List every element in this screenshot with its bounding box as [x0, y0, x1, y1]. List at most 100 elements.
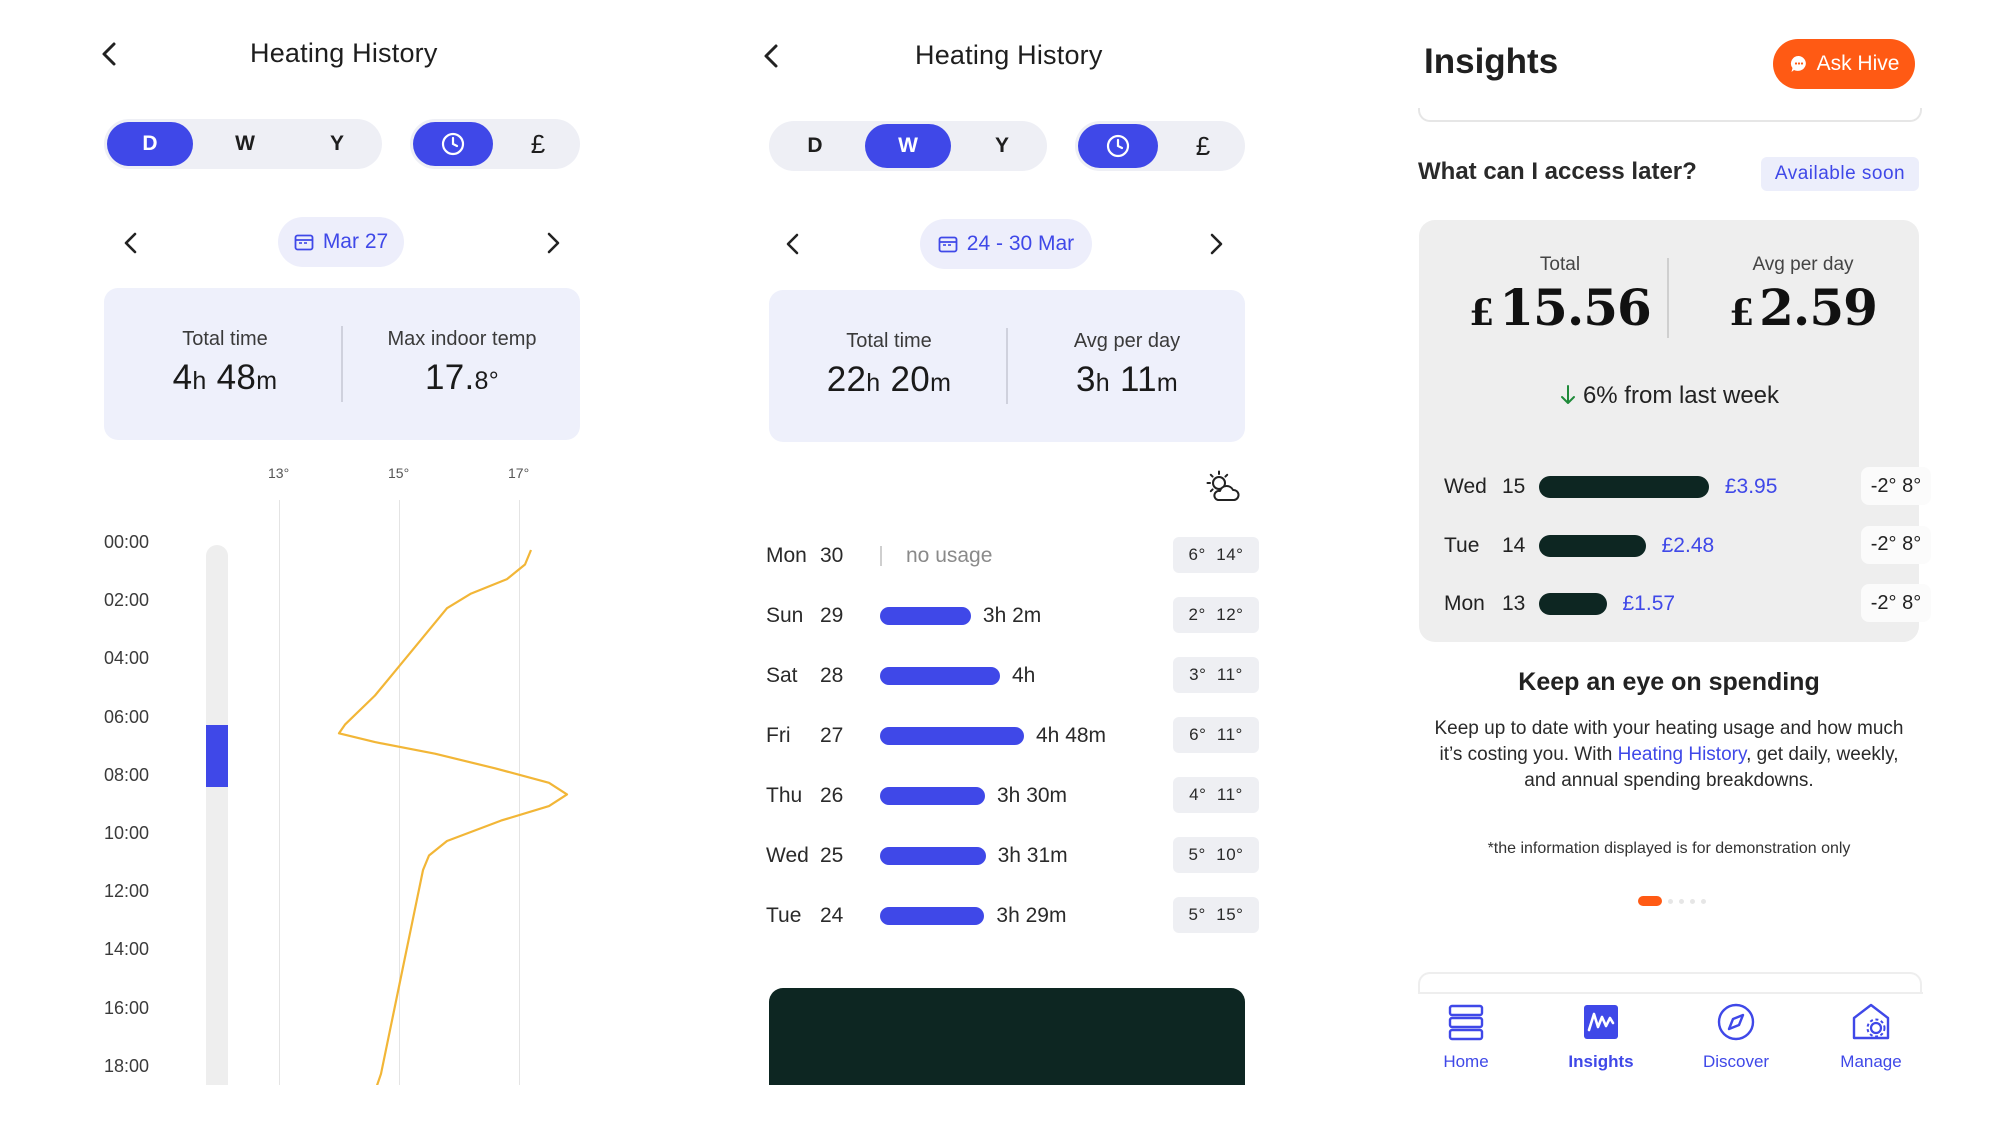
outdoor-temp-chip: 6° 11°: [1173, 717, 1259, 753]
usage-label: 3h 31m: [997, 844, 1068, 867]
temp-high: 12°: [1216, 605, 1244, 624]
tab-year[interactable]: Y: [994, 134, 1009, 157]
insights-chart-icon: [1584, 1005, 1618, 1039]
temp-high: 10°: [1216, 845, 1244, 864]
cost-row: Tue 14 £2.48 -2° 8°: [1444, 525, 1931, 565]
outdoor-temp-chip: 3° 11°: [1173, 657, 1259, 693]
time-label: 18:00: [104, 1055, 150, 1076]
spending-description: Keep up to date with your heating usage …: [1434, 718, 1904, 791]
outdoor-temp-chip: 6° 14°: [1173, 537, 1259, 573]
avg-per-day-label: Avg per day: [1073, 330, 1181, 352]
tab-year[interactable]: Y: [329, 132, 344, 155]
date-picker-chip[interactable]: Mar 27: [278, 217, 404, 267]
day-date: 29: [820, 604, 844, 627]
spending-heading: Keep an eye on spending: [1518, 668, 1820, 696]
compass-icon: [1717, 1003, 1755, 1041]
tab-week[interactable]: W: [865, 124, 951, 168]
prev-week-chevron-icon[interactable]: [778, 229, 808, 259]
available-soon-badge: Available soon: [1761, 157, 1919, 191]
page-title: Insights: [1424, 42, 1559, 81]
usage-label: 4h 48m: [1036, 724, 1107, 747]
day-date: 24: [820, 904, 844, 927]
daily-history-panel: Heating History D W Y £ Mar 27 Total tim…: [0, 0, 666, 1125]
day-row[interactable]: Thu 26 3h 30m 4° 11°: [766, 775, 1286, 815]
day-row[interactable]: Mon 30 no usage 6° 14°: [766, 535, 1286, 575]
currency-unit-button[interactable]: £: [530, 128, 546, 159]
usage-bar: [880, 907, 985, 925]
temp-low: 6°: [1189, 725, 1207, 744]
usage-bar: [880, 727, 1024, 745]
usage-label: 3h 29m: [996, 904, 1067, 927]
grid-line-17: [519, 500, 520, 1085]
nav-discover[interactable]: Discover: [1676, 1000, 1796, 1072]
date-label: 24 - 30 Mar: [966, 232, 1075, 255]
cost-row: Wed 15 £3.95 -2° 8°: [1444, 466, 1931, 506]
heating-on-block: [206, 725, 228, 787]
day-name: Thu: [766, 784, 803, 807]
chat-bubble-icon: [1790, 55, 1806, 72]
day-row[interactable]: Wed 25 3h 31m 5° 10°: [766, 835, 1286, 875]
day-name: Tue: [766, 904, 802, 927]
usage-label: 3h 2m: [982, 604, 1042, 627]
tab-day[interactable]: D: [807, 134, 823, 157]
prev-date-chevron-icon[interactable]: [116, 228, 146, 258]
day-name: Mon: [766, 544, 807, 567]
day-date: 25: [820, 844, 844, 867]
next-date-chevron-icon[interactable]: [538, 228, 568, 258]
date-picker-chip[interactable]: 24 - 30 Mar: [920, 219, 1092, 269]
day-date: 28: [820, 664, 844, 687]
back-arrow-icon[interactable]: [92, 36, 128, 72]
indoor-temp-line: [337, 549, 569, 1085]
outdoor-temp-chip: 2° 12°: [1173, 597, 1259, 633]
carousel-dot[interactable]: [1701, 899, 1706, 904]
temp-low: 6°: [1188, 545, 1206, 564]
period-selector: D W Y: [104, 119, 382, 169]
page-title: Heating History: [915, 40, 1103, 70]
tab-week[interactable]: W: [235, 132, 255, 155]
nav-manage[interactable]: Manage: [1811, 1000, 1931, 1072]
page-title: Heating History: [250, 38, 438, 68]
currency-unit-button[interactable]: £: [1195, 130, 1211, 161]
unit-selector: £: [1075, 121, 1245, 171]
temp-tick-17: 17°: [508, 465, 530, 481]
total-cost-value: £15.56: [1469, 278, 1652, 337]
ask-hive-button[interactable]: Ask Hive: [1773, 39, 1915, 89]
stats-divider: [1006, 328, 1008, 404]
heating-history-link[interactable]: Heating History: [1617, 744, 1747, 765]
day-row[interactable]: Sat 28 4h 3° 11°: [766, 655, 1286, 695]
cost-divider: [1667, 258, 1669, 338]
spending-preview-card: Total £15.56 Avg per day £2.59 6% from l…: [1419, 220, 1931, 642]
home-stack-icon: [1448, 1004, 1484, 1041]
total-time-label: Total time: [182, 328, 268, 350]
temp-high: 11°: [1216, 665, 1243, 684]
period-selector: D W Y: [769, 121, 1047, 171]
usage-bar: [880, 667, 1000, 685]
stats-card: Total time 22h 20m Avg per day 3h 11m: [769, 290, 1245, 442]
total-label: Total: [1539, 254, 1581, 275]
day-row[interactable]: Fri 27 4h 48m 6° 11°: [766, 715, 1286, 755]
time-label: 02:00: [104, 590, 150, 611]
time-unit-button[interactable]: [1078, 124, 1158, 168]
carousel-dot[interactable]: [1679, 899, 1684, 904]
nav-home[interactable]: Home: [1406, 1000, 1526, 1072]
back-arrow-icon[interactable]: [754, 38, 790, 74]
heating-timeline-track: [206, 545, 228, 1085]
carousel-dot[interactable]: [1668, 899, 1673, 904]
next-week-chevron-icon[interactable]: [1201, 229, 1231, 259]
carousel-dot-active[interactable]: [1638, 896, 1662, 906]
stats-card: Total time 4h 48m Max indoor temp 17.8°: [104, 288, 580, 440]
time-label: 16:00: [104, 997, 150, 1018]
day-name: Wed: [1444, 475, 1487, 498]
time-unit-button[interactable]: [413, 122, 493, 166]
nav-insights[interactable]: Insights: [1541, 1000, 1661, 1072]
no-usage-marker: [880, 546, 882, 566]
cost-bar: [1539, 476, 1709, 498]
day-row[interactable]: Sun 29 3h 2m 2° 12°: [766, 595, 1286, 635]
clock-icon: [1106, 134, 1130, 158]
carousel-indicator[interactable]: [1638, 896, 1738, 906]
cost-label: £3.95: [1724, 475, 1778, 498]
carousel-dot[interactable]: [1690, 899, 1695, 904]
tab-day[interactable]: D: [107, 122, 193, 166]
day-row[interactable]: Tue 24 3h 29m 5° 15°: [766, 895, 1286, 935]
cost-bar: [1539, 534, 1646, 557]
